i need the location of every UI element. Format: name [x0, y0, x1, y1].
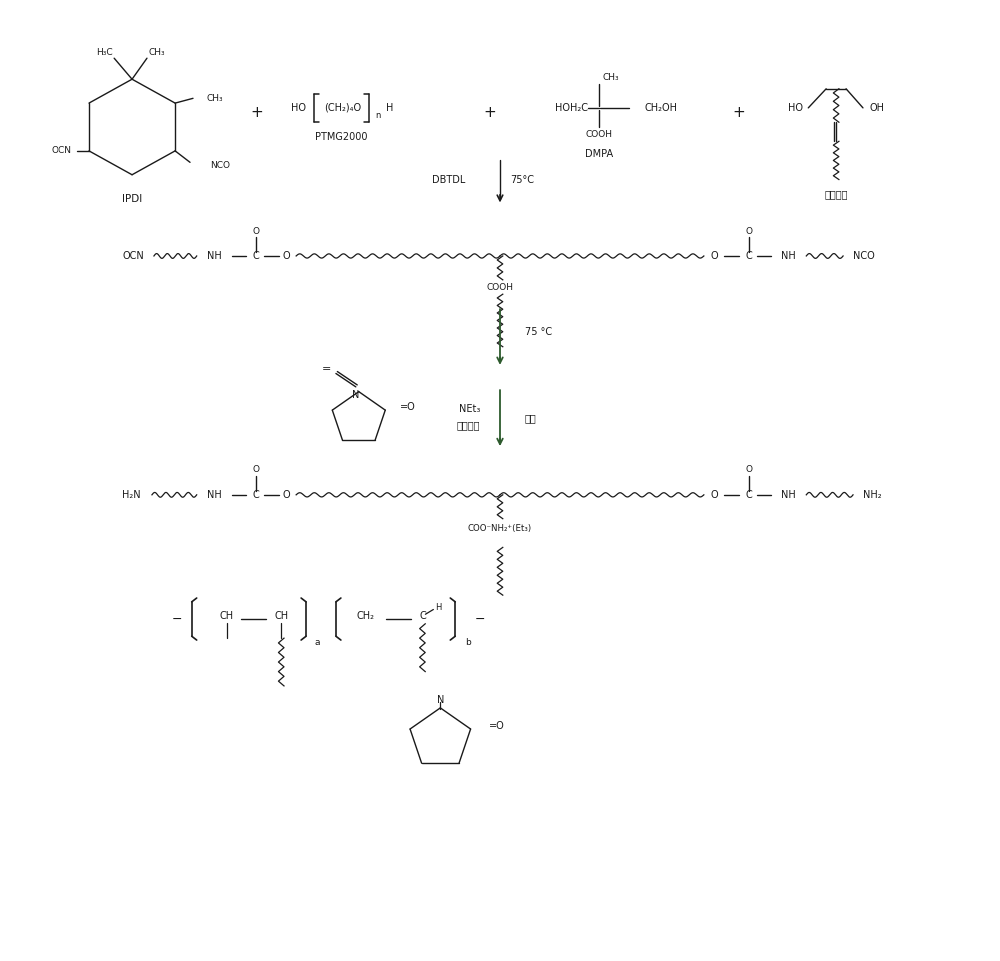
Text: OCN: OCN	[122, 251, 144, 261]
Text: DBTDL: DBTDL	[432, 175, 465, 185]
Text: NH: NH	[781, 490, 796, 500]
Text: NCO: NCO	[853, 251, 875, 261]
Text: CH₃: CH₃	[149, 48, 165, 57]
Text: O: O	[711, 490, 718, 500]
Text: OH: OH	[870, 103, 885, 112]
Text: =: =	[322, 363, 331, 374]
Text: N: N	[437, 695, 444, 705]
Text: 75 °C: 75 °C	[525, 328, 552, 337]
Text: 75°C: 75°C	[510, 175, 534, 185]
Text: C: C	[419, 611, 426, 621]
Text: OCN: OCN	[51, 146, 71, 156]
Text: COOH: COOH	[486, 283, 514, 292]
Text: NCO: NCO	[210, 160, 230, 170]
Text: H: H	[386, 103, 393, 112]
Text: NH: NH	[207, 490, 221, 500]
Text: 室温: 室温	[525, 413, 537, 424]
Text: CH₃: CH₃	[207, 94, 224, 103]
Text: O: O	[253, 227, 260, 235]
Text: −: −	[475, 612, 485, 626]
Text: H₃C: H₃C	[96, 48, 113, 57]
Text: NH: NH	[207, 251, 221, 261]
Text: +: +	[732, 105, 745, 120]
Text: O: O	[745, 227, 752, 235]
Text: NEt₃: NEt₃	[459, 404, 480, 414]
Text: COOH: COOH	[586, 130, 613, 139]
Text: O: O	[711, 251, 718, 261]
Text: (CH₂)₄O: (CH₂)₄O	[324, 103, 361, 112]
Text: O: O	[282, 490, 290, 500]
Text: CH₂: CH₂	[357, 611, 375, 621]
Text: n: n	[376, 111, 381, 120]
Text: −: −	[172, 612, 182, 626]
Text: H: H	[435, 604, 442, 612]
Text: =O: =O	[488, 721, 504, 731]
Text: a: a	[314, 638, 320, 648]
Text: NH: NH	[781, 251, 796, 261]
Text: +: +	[250, 105, 263, 120]
Text: PTMG2000: PTMG2000	[315, 132, 367, 141]
Text: C: C	[745, 251, 752, 261]
Text: 去离子水: 去离子水	[457, 420, 480, 431]
Text: C: C	[253, 251, 260, 261]
Text: CH₂OH: CH₂OH	[644, 103, 677, 112]
Text: HO: HO	[788, 103, 803, 112]
Text: NH₂: NH₂	[863, 490, 882, 500]
Text: =O: =O	[400, 403, 416, 412]
Text: N: N	[352, 389, 359, 400]
Text: +: +	[484, 105, 496, 120]
Text: CH: CH	[274, 611, 288, 621]
Text: O: O	[745, 465, 752, 475]
Text: b: b	[465, 638, 471, 648]
Text: DMPA: DMPA	[585, 149, 614, 159]
Text: C: C	[253, 490, 260, 500]
Text: O: O	[253, 465, 260, 475]
Text: IPDI: IPDI	[122, 194, 142, 204]
Text: C: C	[745, 490, 752, 500]
Text: HOH₂C: HOH₂C	[555, 103, 588, 112]
Text: CH: CH	[219, 611, 234, 621]
Text: H₂N: H₂N	[122, 490, 141, 500]
Text: COO⁻NH₂⁺(Et₃): COO⁻NH₂⁺(Et₃)	[468, 524, 532, 532]
Text: HO: HO	[291, 103, 306, 112]
Text: CH₃: CH₃	[602, 73, 619, 82]
Text: 甘油单酯: 甘油单酯	[824, 189, 848, 199]
Text: O: O	[282, 251, 290, 261]
